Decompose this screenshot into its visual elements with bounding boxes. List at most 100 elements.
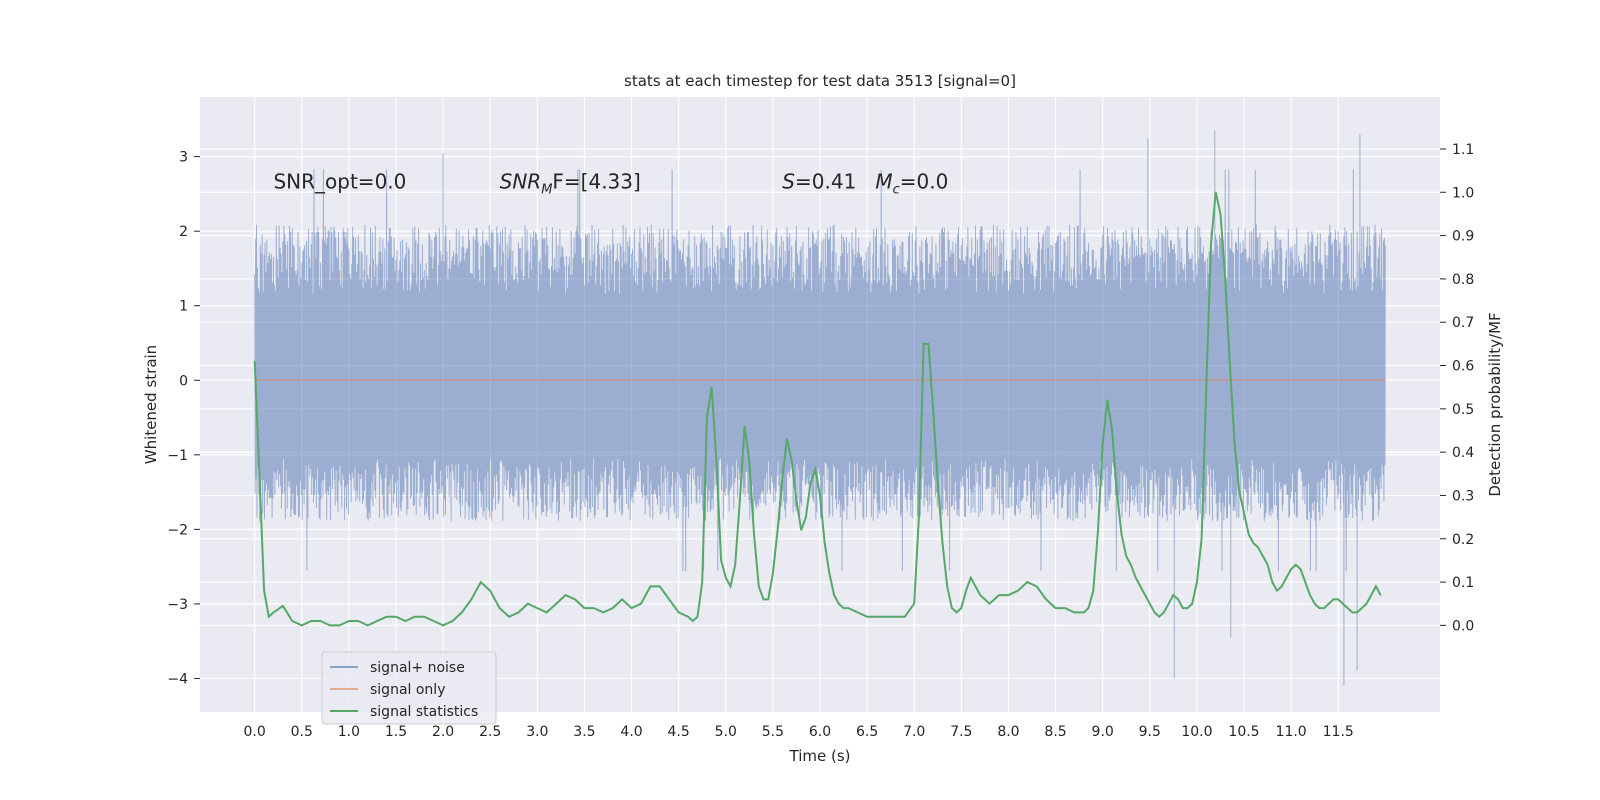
chart-title: stats at each timestep for test data 351… (624, 72, 1016, 90)
signal-statistics-point (1116, 490, 1118, 492)
signal-statistics-point (970, 577, 972, 579)
y-axis-label: Whitened strain (142, 345, 160, 464)
signal-statistics-point (1224, 278, 1226, 280)
signal-statistics-point (1370, 594, 1372, 596)
x-tick-label: 3.0 (526, 724, 548, 740)
signal-statistics-point (762, 598, 765, 600)
annotation-mc-sub: c (893, 182, 900, 197)
signal-statistics-point (268, 616, 270, 618)
signal-statistics-point (753, 533, 755, 536)
signal-statistics-point (1111, 429, 1113, 432)
signal-statistics-point (367, 624, 369, 626)
signal-statistics-point (1361, 607, 1363, 609)
signal-statistics-point (1083, 611, 1085, 613)
signal-statistics-point (1120, 533, 1123, 536)
x-tick-label: 3.5 (573, 724, 595, 740)
signal-statistics-point (960, 607, 962, 609)
signal-statistics-point (678, 611, 680, 613)
signal-statistics-point (564, 594, 567, 596)
signal-statistics-line (253, 192, 1382, 627)
signal-statistics-point (974, 585, 977, 588)
x-tick-label: 1.5 (385, 724, 407, 740)
annotation-mc-value: =0.0 (900, 169, 949, 193)
y-tick-label: −2 (167, 522, 188, 538)
signal-statistics-point (875, 616, 878, 618)
x-tick-label: 10.5 (1228, 724, 1259, 740)
x-axis-label: Time (s) (789, 747, 851, 765)
signal-statistics-point (385, 616, 388, 618)
signal-statistics-point (583, 607, 586, 609)
signal-statistics-point (404, 620, 407, 622)
signal-statistics-point (338, 624, 341, 626)
signal-statistics-point (1007, 594, 1010, 596)
x-tick-label: 11.5 (1323, 724, 1354, 740)
x-tick-label: 9.0 (1092, 724, 1114, 740)
signal-statistics-point (1238, 490, 1240, 492)
legend-label: signal+ noise (370, 660, 465, 676)
signal-statistics-point (805, 516, 807, 518)
signal-statistics-point (1163, 611, 1165, 613)
signal-statistics-point (791, 460, 793, 462)
signal-statistics-point (461, 611, 463, 613)
signal-statistics-point (480, 581, 482, 583)
signal-statistics-point (795, 499, 798, 501)
signal-statistics-point (918, 516, 920, 518)
signal-statistics-point (1106, 399, 1108, 401)
signal-statistics-point (1073, 611, 1076, 613)
signal-statistics-point (395, 616, 397, 618)
signal-statistics-point (819, 494, 821, 497)
signal-statistics-point (1139, 585, 1141, 588)
signal-statistics-point (1191, 603, 1193, 605)
signal-statistics-point (1299, 568, 1302, 570)
y-right-tick-label: 0.1 (1452, 575, 1474, 591)
signal-statistics-point (1125, 555, 1127, 557)
signal-statistics-point (828, 572, 831, 575)
signal-statistics-point (1323, 607, 1325, 609)
signal-statistics-point (781, 477, 783, 479)
x-tick-label: 4.5 (668, 724, 690, 740)
x-tick-label: 8.5 (1044, 724, 1066, 740)
signal-statistics-point (720, 559, 722, 562)
signal-statistics-point (692, 620, 694, 622)
legend: signal+ noise signal only signal statistic… (321, 651, 497, 725)
x-tick-label: 11.0 (1276, 724, 1307, 740)
signal-statistics-point (263, 590, 265, 592)
signal-statistics-point (1054, 607, 1057, 609)
signal-statistics-point (838, 603, 840, 605)
signal-statistics-point (517, 611, 520, 613)
signal-statistics-point (696, 616, 699, 618)
signal-statistics-point (800, 529, 802, 531)
signal-statistics-point (772, 572, 774, 575)
signal-statistics-point (272, 611, 275, 613)
signal-statistics-point (329, 624, 331, 626)
signal-statistics-point (1158, 616, 1160, 618)
signal-statistics-point (1380, 594, 1382, 596)
signal-statistics-point (527, 603, 529, 605)
signal-statistics-point (593, 607, 595, 609)
signal-statistics-point (984, 598, 986, 600)
signal-statistics-point (621, 598, 623, 600)
annotation-snr-mf: SNRMF=[4.33] (500, 169, 641, 197)
annotation-snr-mf-sub: M (541, 182, 552, 197)
signal-statistics-point (1026, 581, 1028, 583)
signal-statistics-point (866, 616, 868, 618)
signal-statistics-point (668, 598, 670, 600)
signal-statistics-point (649, 585, 651, 588)
x-tick-label: 7.0 (903, 724, 925, 740)
signal-statistics-point (1248, 533, 1250, 536)
signal-statistics-point (758, 585, 760, 588)
signal-statistics-point (809, 481, 812, 484)
y-tick-label: −1 (167, 448, 188, 464)
signal-statistics-point (1210, 243, 1212, 245)
signal-statistics-point (956, 611, 958, 613)
signal-statistics-point (1102, 442, 1104, 445)
signal-statistics-point (640, 603, 642, 605)
signal-statistics-point (1064, 607, 1066, 609)
signal-statistics-point (913, 603, 915, 605)
y-right-tick-label: 0.4 (1452, 445, 1474, 461)
signal-noise-line (254, 130, 1386, 686)
signal-statistics-point (1356, 611, 1358, 613)
signal-statistics-point (1328, 603, 1330, 605)
signal-statistics-point (602, 611, 604, 613)
